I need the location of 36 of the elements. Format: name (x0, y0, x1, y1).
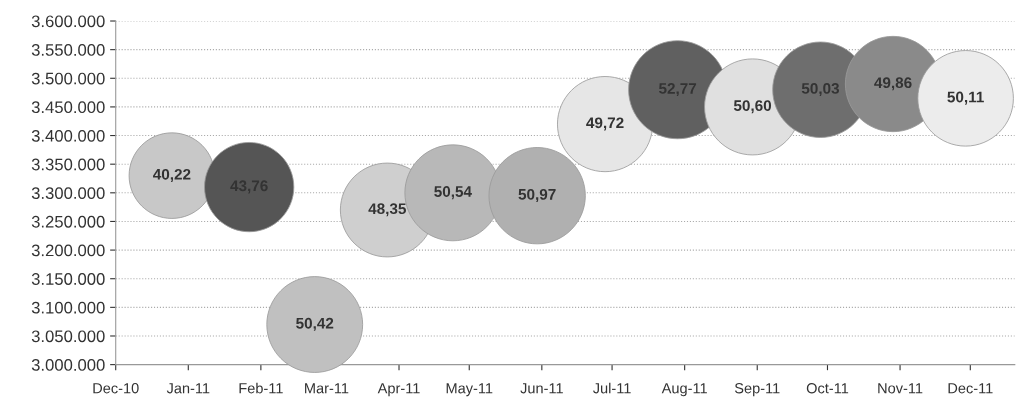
data-label: 48,35 (368, 203, 406, 217)
x-tick-label: Nov-11 (878, 383, 923, 394)
x-tick-label: Dec-11 (948, 383, 993, 394)
x-tick-label: Dec-10 (93, 383, 139, 394)
y-tick-label: 3.000.000 (31, 359, 105, 371)
data-label: 49,86 (874, 77, 912, 91)
data-label: 40,22 (153, 168, 191, 182)
y-tick-label: 3.200.000 (31, 244, 105, 257)
y-tick-label: 3.100.000 (31, 301, 105, 314)
x-tick-label: May-11 (446, 383, 493, 397)
y-tick-label: 3.150.000 (31, 273, 105, 285)
x-tick-label: Jun-11 (520, 383, 563, 394)
y-tick-label: 3.400.000 (31, 129, 105, 142)
data-label: 50,60 (733, 100, 772, 114)
x-tick-label: Apr-11 (377, 383, 420, 397)
y-tick-label: 3.550.000 (31, 44, 105, 56)
y-tick-label: 3.450.000 (31, 101, 105, 114)
y-tick-label: 3.300.000 (31, 187, 105, 200)
data-label: 50,54 (434, 186, 472, 200)
y-tick-label: 3.050.000 (31, 330, 105, 343)
x-tick-label: Oct-11 (806, 383, 849, 394)
x-tick-label: Feb-11 (239, 382, 283, 394)
x-tick-label: Jan-11 (166, 383, 210, 394)
y-tick-label: 3.600.000 (31, 15, 105, 28)
x-tick-label: Mar-11 (305, 383, 349, 394)
y-tick-label: 3.500.000 (31, 72, 105, 85)
data-label: 49,72 (586, 117, 624, 131)
data-label: 50,03 (801, 83, 840, 97)
data-label: 50,97 (518, 188, 556, 202)
x-tick-label: Jul-11 (592, 382, 631, 394)
y-tick-label: 3.350.000 (31, 158, 105, 171)
y-tick-label: 3.250.000 (31, 215, 105, 228)
x-tick-label: Sep-11 (734, 383, 780, 397)
data-label: 50,11 (947, 91, 984, 105)
data-label: 50,42 (296, 317, 334, 331)
x-tick-label: Aug-11 (661, 383, 707, 397)
